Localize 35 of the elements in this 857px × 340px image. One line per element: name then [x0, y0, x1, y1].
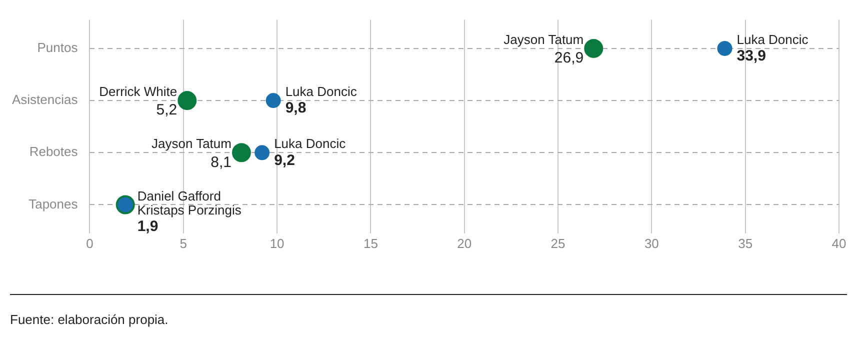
y-tick-label: Tapones	[28, 196, 78, 212]
x-tick-label: 25	[550, 236, 566, 251]
data-label: 33,9	[736, 48, 766, 65]
x-tick-label: 5	[180, 236, 188, 251]
point	[178, 91, 197, 110]
annotation: Derrick White	[99, 84, 178, 100]
annotation: Jayson Tatum	[152, 136, 232, 152]
annotation: Luka Doncic	[274, 136, 346, 152]
x-tick-label: 30	[644, 236, 659, 251]
x-tick-label: 15	[363, 236, 378, 251]
data-label: 9,8	[285, 100, 306, 117]
annotation: Luka Doncic	[736, 32, 809, 48]
source-note: Fuente: elaboración propia.	[10, 312, 168, 327]
annotation: Luka Doncic	[285, 84, 358, 100]
y-tick-label: Puntos	[37, 40, 78, 56]
point	[717, 40, 732, 56]
data-label: 8,1	[210, 154, 232, 171]
point	[584, 38, 604, 58]
point	[232, 143, 251, 162]
data-label: 1,9	[137, 218, 158, 235]
x-tick-label: 35	[738, 236, 753, 251]
x-tick-label: 20	[457, 236, 472, 251]
x-tick-label: 0	[86, 236, 94, 251]
data-label: 26,9	[554, 50, 584, 67]
y-tick-label: Asistencias	[12, 92, 78, 108]
data-label: 5,2	[156, 102, 178, 119]
x-tick-label: 40	[832, 236, 846, 251]
y-tick-label: Rebotes	[29, 144, 78, 160]
point	[254, 145, 270, 160]
point	[266, 93, 281, 108]
annotation: Daniel Gafford	[137, 188, 221, 204]
annotation: Kristaps Porzingis	[137, 202, 242, 218]
annotation: Jayson Tatum	[504, 32, 584, 48]
data-label: 9,2	[274, 152, 295, 169]
x-tick-label: 10	[270, 236, 284, 251]
